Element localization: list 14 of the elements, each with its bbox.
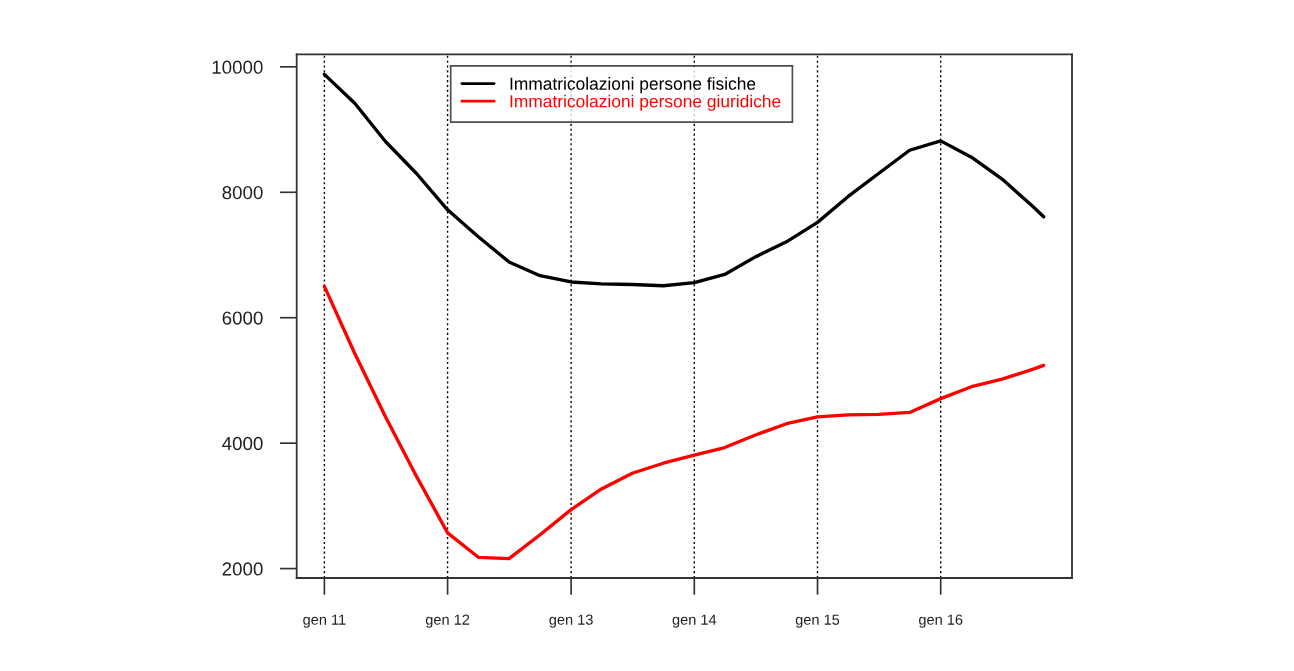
y-tick-label: 4000 bbox=[222, 436, 263, 451]
y-tick-label: 2000 bbox=[222, 562, 263, 576]
x-tick-label: gen 13 bbox=[549, 614, 593, 628]
x-tick-label: gen 12 bbox=[425, 614, 470, 628]
legend-label: Immatricolazioni persone giuridiche bbox=[510, 94, 781, 111]
y-tick-label: 6000 bbox=[222, 311, 263, 325]
x-tick-label: gen 16 bbox=[919, 614, 963, 628]
y-tick-label: 8000 bbox=[222, 185, 263, 200]
legend-label: Immatricolazioni persone fisiche bbox=[510, 77, 756, 94]
line-series bbox=[322, 284, 1046, 561]
x-tick-label: gen 14 bbox=[672, 614, 717, 628]
x-tick-label: gen 11 bbox=[303, 614, 346, 628]
y-tick-label: 10000 bbox=[212, 60, 263, 74]
x-tick-label: gen 15 bbox=[795, 614, 840, 628]
